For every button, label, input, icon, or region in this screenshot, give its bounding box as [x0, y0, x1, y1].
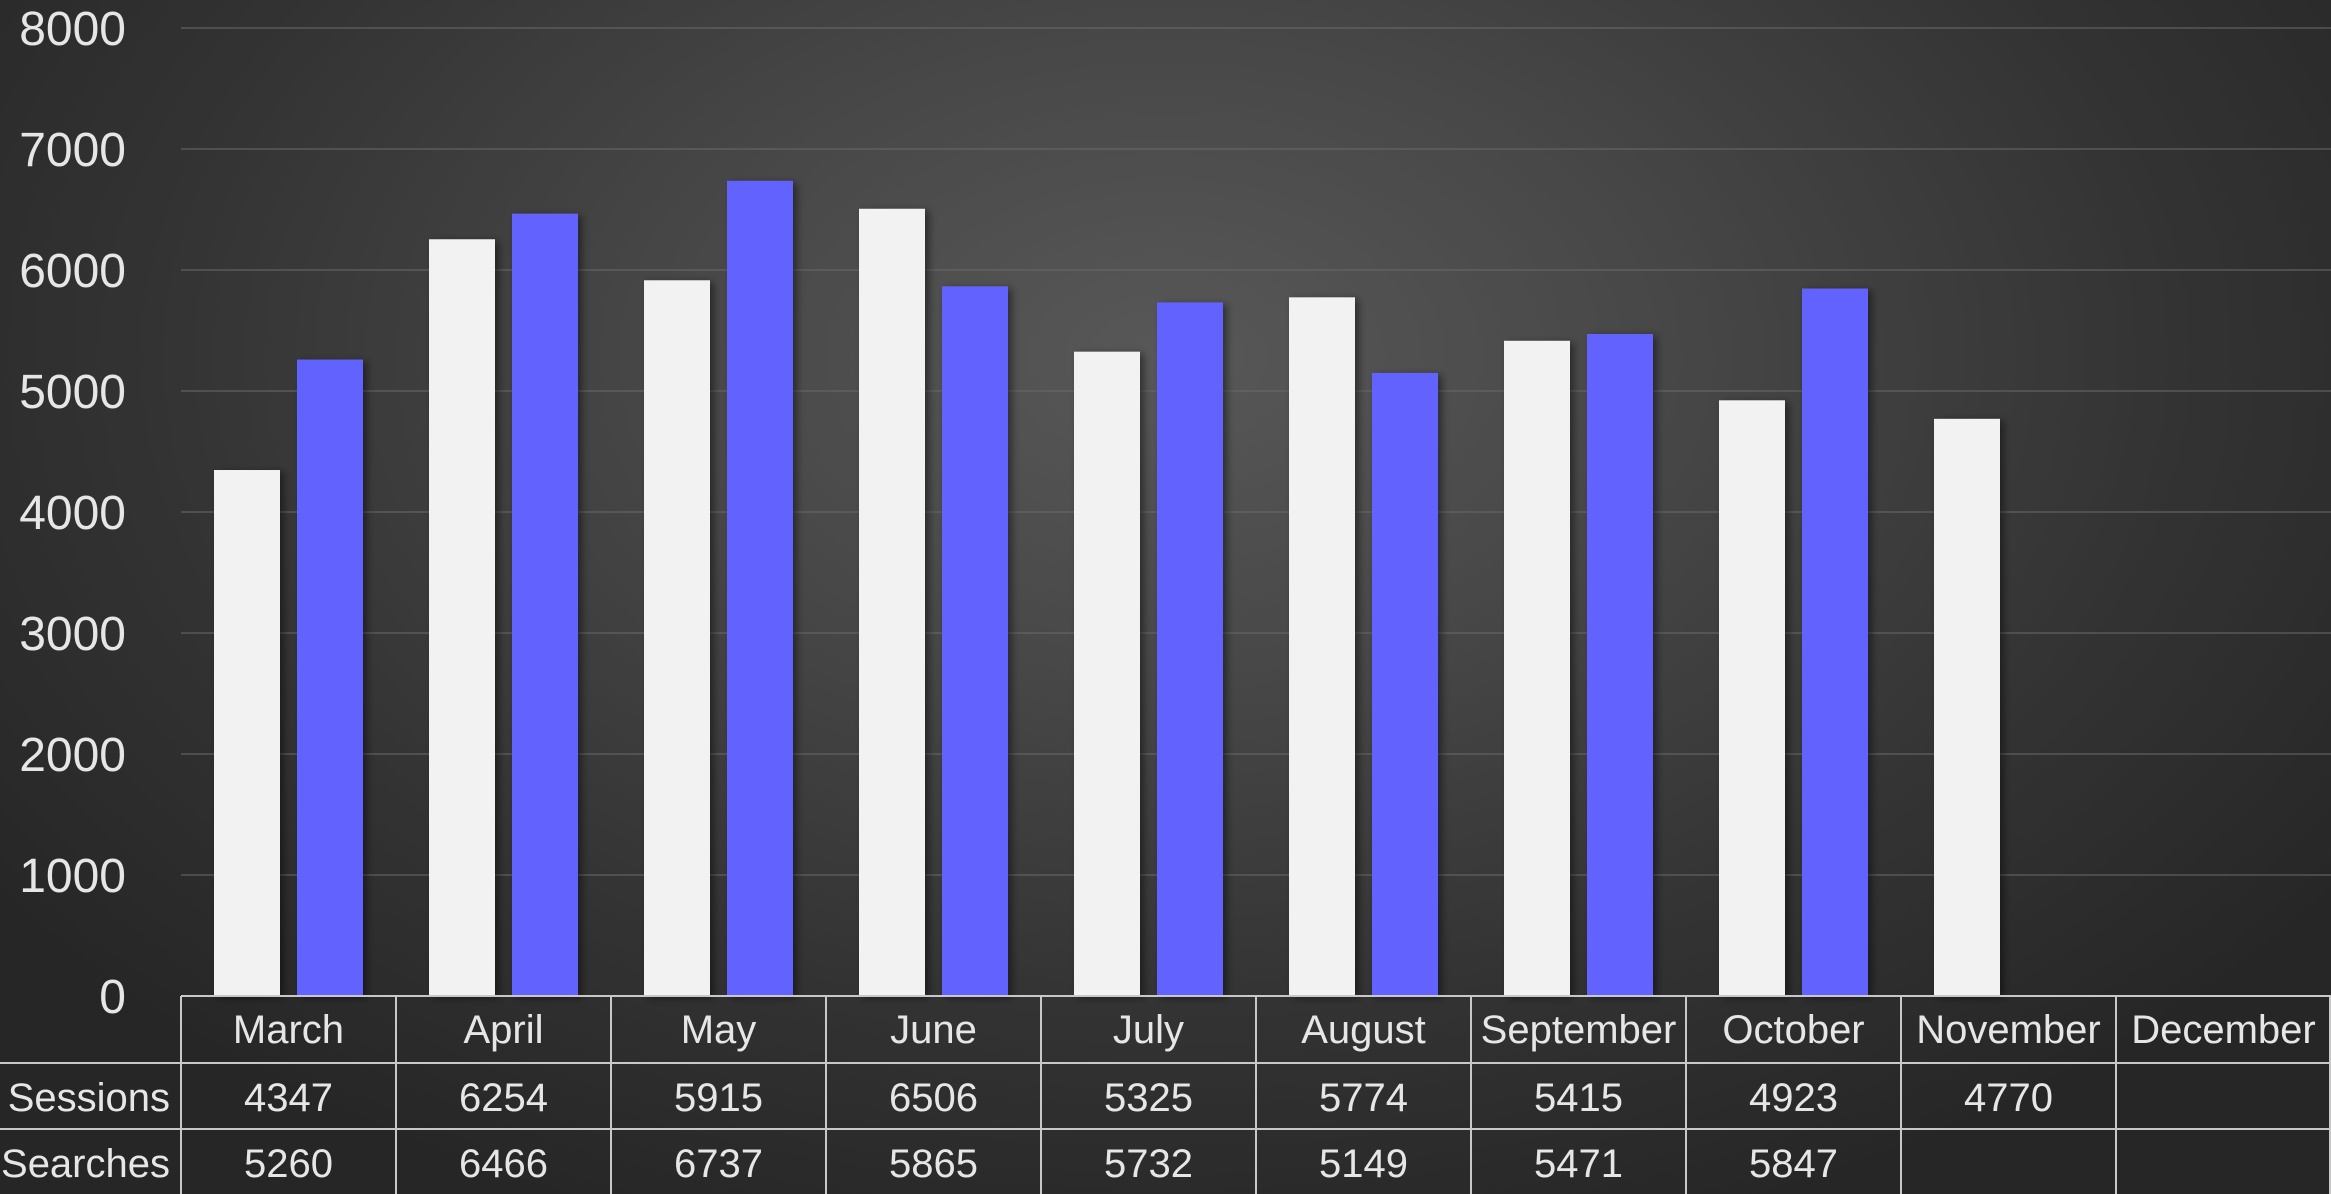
table-cell: 4770 — [1964, 1076, 2053, 1120]
y-tick-label: 4000 — [19, 487, 126, 540]
y-tick-label: 2000 — [19, 729, 126, 782]
table-cell: 4923 — [1749, 1076, 1838, 1120]
table-cell: 5325 — [1104, 1076, 1193, 1120]
y-axis-tick-labels: 0 1000 2000 3000 4000 5000 6000 7000 8000 — [19, 3, 126, 1024]
table-cell: 5865 — [889, 1142, 978, 1186]
table-cell: 5732 — [1104, 1142, 1193, 1186]
table-cell: 5847 — [1749, 1142, 1838, 1186]
data-table: March April May June July August September Octo… — [0, 995, 2331, 1194]
bar — [1372, 372, 1438, 996]
x-tick-label: November — [1916, 1008, 2101, 1052]
y-tick-label: 7000 — [19, 124, 126, 177]
table-cell: 5415 — [1534, 1076, 1623, 1120]
x-tick-label: September — [1481, 1008, 1677, 1052]
table-cell: 4347 — [244, 1076, 333, 1120]
table-cell: 5149 — [1319, 1142, 1408, 1186]
gridlines — [181, 27, 2331, 876]
table-cell: 5260 — [244, 1142, 333, 1186]
table-cell: 5471 — [1534, 1142, 1623, 1186]
bar — [942, 286, 1008, 997]
table-cell: 6506 — [889, 1076, 978, 1120]
bar — [1504, 340, 1570, 996]
x-tick-label: March — [233, 1008, 344, 1052]
bar — [1157, 302, 1223, 997]
y-tick-label: 8000 — [19, 3, 126, 56]
bar — [297, 359, 363, 996]
bar — [727, 180, 793, 996]
bar — [1802, 288, 1868, 996]
y-tick-label: 0 — [99, 971, 126, 1024]
table-cell: 6254 — [459, 1076, 548, 1120]
x-tick-label: July — [1113, 1008, 1184, 1052]
x-tick-label: June — [890, 1008, 977, 1052]
bar — [512, 213, 578, 996]
bar — [859, 208, 925, 997]
x-tick-label: April — [463, 1008, 543, 1052]
table-cell: 5915 — [674, 1076, 763, 1120]
y-tick-label: 6000 — [19, 245, 126, 298]
y-tick-label: 1000 — [19, 850, 126, 903]
x-tick-label: May — [681, 1008, 757, 1052]
bar — [644, 280, 710, 996]
bar — [1934, 418, 2000, 997]
x-tick-label: December — [2131, 1008, 2316, 1052]
table-cell: 6737 — [674, 1142, 763, 1186]
bar — [1719, 400, 1785, 996]
x-tick-label: August — [1301, 1008, 1426, 1052]
y-tick-label: 3000 — [19, 608, 126, 661]
table-row-label: t Searches — [0, 1142, 170, 1186]
bar — [214, 470, 280, 996]
table-cell: 6466 — [459, 1142, 548, 1186]
x-tick-label: October — [1722, 1008, 1864, 1052]
table-row-label: Sessions — [8, 1076, 170, 1120]
bar — [429, 239, 495, 997]
bars — [214, 180, 2000, 997]
bar — [1289, 297, 1355, 996]
y-tick-label: 5000 — [19, 366, 126, 419]
table-cell: 5774 — [1319, 1076, 1408, 1120]
bar — [1587, 334, 1653, 996]
bar — [1074, 351, 1140, 996]
